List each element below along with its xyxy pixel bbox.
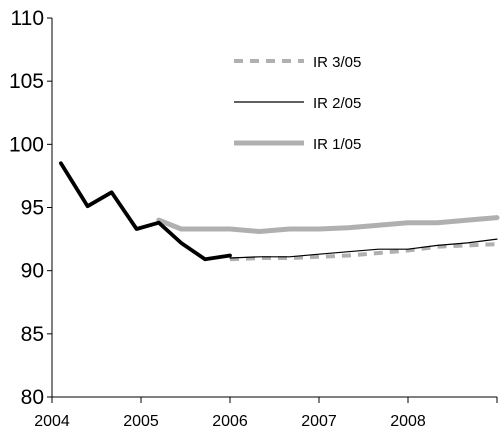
legend-label-0: IR 3/05 xyxy=(313,54,361,71)
x-tick-label: 2007 xyxy=(301,413,337,430)
y-tick-label: 85 xyxy=(21,323,44,346)
y-tick-label: 100 xyxy=(9,133,44,156)
legend-label-2: IR 1/05 xyxy=(313,136,361,153)
tick-labels: 80 85 90 95 100 105 110 2004 2005 2006 2007 2008 xyxy=(9,7,426,430)
x-tick-label: 2006 xyxy=(212,413,248,430)
series-line-1 xyxy=(229,238,498,259)
series-line-0 xyxy=(229,242,498,262)
y-tick-label: 90 xyxy=(21,260,44,283)
y-tick-label: 80 xyxy=(21,386,44,409)
series-line-3 xyxy=(59,161,232,262)
x-tick-label: 2008 xyxy=(390,413,426,430)
series-line-2 xyxy=(156,215,500,234)
y-tick-label: 110 xyxy=(11,7,44,30)
x-tick-label: 2004 xyxy=(34,413,70,430)
legend: IR 3/05 IR 2/05 IR 1/05 xyxy=(234,54,361,153)
axes xyxy=(47,17,498,403)
legend-label-1: IR 2/05 xyxy=(313,95,361,112)
y-tick-label: 105 xyxy=(9,70,44,93)
x-tick-label: 2005 xyxy=(123,413,159,430)
y-tick-label: 95 xyxy=(21,197,44,220)
series-lines xyxy=(59,161,500,262)
